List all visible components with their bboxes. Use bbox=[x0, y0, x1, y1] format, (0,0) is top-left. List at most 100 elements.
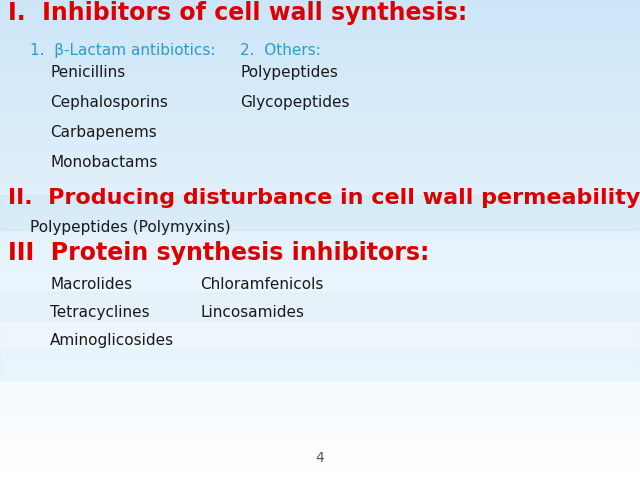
Text: Penicillins: Penicillins bbox=[50, 65, 125, 80]
Text: II.  Producing disturbance in cell wall permeability:: II. Producing disturbance in cell wall p… bbox=[8, 188, 640, 208]
Bar bbox=[0, 96, 640, 98]
Bar bbox=[0, 240, 640, 242]
Bar bbox=[0, 108, 640, 110]
Bar bbox=[0, 12, 640, 14]
Bar bbox=[0, 358, 640, 360]
Bar bbox=[0, 197, 640, 199]
Bar bbox=[0, 125, 640, 127]
Bar bbox=[0, 370, 640, 372]
Bar bbox=[0, 60, 640, 62]
Bar bbox=[0, 283, 640, 286]
Bar bbox=[0, 302, 640, 305]
Bar bbox=[0, 7, 640, 10]
Bar bbox=[0, 238, 640, 240]
Bar bbox=[0, 418, 640, 420]
Bar bbox=[0, 149, 640, 151]
Bar bbox=[0, 247, 640, 250]
Bar bbox=[0, 314, 640, 317]
Text: 1.  β-Lactam antibiotics:: 1. β-Lactam antibiotics: bbox=[30, 43, 216, 58]
Bar bbox=[0, 178, 640, 180]
Bar bbox=[0, 425, 640, 427]
Bar bbox=[0, 439, 640, 442]
Bar bbox=[0, 384, 640, 386]
Bar bbox=[0, 269, 640, 271]
Bar bbox=[0, 235, 640, 238]
Bar bbox=[0, 77, 640, 79]
Bar bbox=[0, 130, 640, 132]
Bar bbox=[0, 391, 640, 394]
Bar bbox=[0, 50, 640, 53]
Bar bbox=[0, 58, 640, 60]
Bar bbox=[0, 355, 640, 358]
Bar bbox=[0, 91, 640, 94]
Bar bbox=[0, 230, 640, 233]
Bar bbox=[0, 55, 640, 58]
Bar bbox=[0, 65, 640, 67]
Bar bbox=[0, 295, 640, 298]
Bar bbox=[0, 185, 640, 187]
Bar bbox=[0, 19, 640, 22]
Bar bbox=[0, 74, 640, 77]
Bar bbox=[0, 154, 640, 156]
Bar bbox=[0, 48, 640, 50]
Bar bbox=[0, 115, 640, 118]
Bar bbox=[0, 106, 640, 108]
Bar bbox=[0, 24, 640, 26]
Text: Monobactams: Monobactams bbox=[50, 155, 157, 170]
Bar bbox=[0, 254, 640, 257]
Bar bbox=[0, 187, 640, 190]
Bar bbox=[0, 5, 640, 7]
Bar bbox=[0, 319, 640, 322]
Bar bbox=[0, 36, 640, 38]
Bar bbox=[0, 298, 640, 300]
Bar bbox=[0, 34, 640, 36]
Bar bbox=[0, 398, 640, 401]
Bar bbox=[0, 204, 640, 206]
Bar bbox=[0, 137, 640, 139]
Bar bbox=[0, 360, 640, 362]
Bar bbox=[0, 144, 640, 146]
Bar bbox=[0, 331, 640, 334]
Bar bbox=[0, 362, 640, 365]
Bar bbox=[0, 422, 640, 425]
Bar bbox=[0, 168, 640, 170]
Bar bbox=[0, 134, 640, 137]
Bar bbox=[0, 389, 640, 391]
Bar bbox=[0, 317, 640, 319]
Bar bbox=[0, 305, 640, 307]
Bar bbox=[0, 473, 640, 475]
Bar bbox=[0, 470, 640, 473]
Bar bbox=[0, 348, 640, 380]
Bar bbox=[0, 264, 640, 266]
Bar bbox=[0, 206, 640, 209]
Bar bbox=[0, 10, 640, 12]
Bar bbox=[0, 463, 640, 466]
Bar bbox=[0, 432, 640, 434]
Bar bbox=[0, 475, 640, 478]
Bar bbox=[0, 14, 640, 17]
Bar bbox=[0, 408, 640, 410]
Bar bbox=[0, 468, 640, 470]
Bar bbox=[0, 211, 640, 214]
Bar bbox=[0, 322, 640, 324]
Bar bbox=[0, 413, 640, 415]
Text: Polypeptides: Polypeptides bbox=[240, 65, 338, 80]
Bar bbox=[0, 278, 640, 281]
Bar bbox=[0, 466, 640, 468]
Bar bbox=[0, 86, 640, 89]
Text: 2.  Others:: 2. Others: bbox=[240, 43, 321, 58]
Bar bbox=[0, 22, 640, 24]
Bar bbox=[0, 341, 640, 343]
Bar bbox=[0, 307, 640, 310]
Bar bbox=[0, 182, 640, 185]
Text: Lincosamides: Lincosamides bbox=[200, 305, 304, 320]
Bar bbox=[0, 192, 640, 194]
Bar bbox=[0, 242, 640, 245]
Bar bbox=[0, 478, 640, 480]
Bar bbox=[0, 101, 640, 103]
Bar bbox=[0, 118, 640, 120]
Bar bbox=[0, 2, 640, 5]
Bar bbox=[0, 67, 640, 70]
Bar bbox=[0, 166, 640, 168]
Bar bbox=[0, 223, 640, 226]
